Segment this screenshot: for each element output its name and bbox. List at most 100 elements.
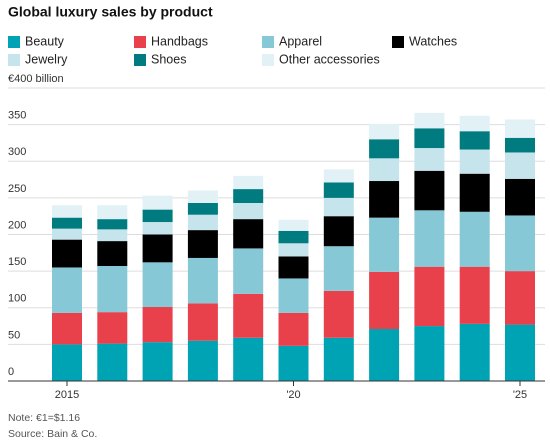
legend-swatch xyxy=(134,36,146,48)
bar-segment xyxy=(459,323,490,381)
bar-segment xyxy=(505,178,535,216)
bar-segment xyxy=(459,149,490,174)
bar-segment xyxy=(97,219,128,230)
bar-segment xyxy=(52,239,82,268)
bar-segment xyxy=(187,190,218,204)
bar-segment xyxy=(505,137,535,153)
bar-segment xyxy=(97,312,128,344)
bar-segment xyxy=(187,340,218,381)
bar-segment xyxy=(187,203,218,215)
bar-segment xyxy=(459,115,490,132)
bar-segment xyxy=(52,205,82,218)
y-tick-label: 300 xyxy=(8,146,26,158)
bar-segment xyxy=(187,257,218,304)
bar-segment xyxy=(97,343,128,381)
bar-segment xyxy=(97,265,128,313)
bar-segment xyxy=(414,326,445,381)
bar-segment xyxy=(52,267,82,313)
bar-segment xyxy=(233,248,264,294)
bar-segment xyxy=(187,230,218,258)
bar-segment xyxy=(323,246,354,291)
bar-segment xyxy=(233,293,264,338)
y-tick-label: 50 xyxy=(8,329,20,341)
bar-segment xyxy=(505,324,535,381)
bar-segment xyxy=(414,148,445,171)
bar-segment xyxy=(459,266,490,324)
legend-swatch xyxy=(8,54,20,66)
bar-segment xyxy=(278,230,309,244)
chart-title: Global luxury sales by product xyxy=(8,4,213,20)
bar-segment xyxy=(278,243,309,257)
bar-segment xyxy=(142,209,173,223)
bar-segment xyxy=(459,173,490,212)
bar-segment xyxy=(97,229,128,242)
legend-label: Jewelry xyxy=(25,52,68,66)
bar-segment xyxy=(187,214,218,231)
y-tick-label: 250 xyxy=(8,183,26,195)
y-tick-label: 0 xyxy=(8,366,14,378)
bar-segment xyxy=(97,205,128,220)
bar-segment xyxy=(414,112,445,129)
bar-segment xyxy=(52,312,82,345)
bar-segment xyxy=(52,217,82,229)
legend-swatch xyxy=(262,36,274,48)
bar-segment xyxy=(505,119,535,138)
bar-segment xyxy=(278,219,309,231)
bar-segment xyxy=(233,203,264,220)
bar-segment xyxy=(233,337,264,381)
bar-segment xyxy=(323,216,354,247)
bar-segment xyxy=(233,219,264,249)
bar-segment xyxy=(52,344,82,381)
bar-segment xyxy=(278,278,309,313)
legend-label: Handbags xyxy=(151,34,208,48)
bar-segment xyxy=(414,266,445,327)
bar-segment xyxy=(323,169,354,183)
legend-label: Watches xyxy=(409,34,457,48)
bar-segment xyxy=(278,256,309,279)
bar-segment xyxy=(52,228,82,240)
bar-segment xyxy=(323,182,354,198)
bar-segment xyxy=(187,303,218,341)
legend-swatch xyxy=(262,54,274,66)
legend-label: Shoes xyxy=(151,52,186,66)
bar-segment xyxy=(369,328,400,381)
bar-segment xyxy=(369,158,400,182)
bar-segment xyxy=(369,181,400,218)
bar-segment xyxy=(369,139,400,159)
bar-segment xyxy=(369,271,400,329)
bar-segment xyxy=(414,170,445,211)
legend-label: Beauty xyxy=(25,34,65,48)
legend-label: Other accessories xyxy=(279,52,380,66)
bar-segment xyxy=(369,123,400,140)
source: Source: Bain & Co. xyxy=(8,428,97,440)
note: Note: €1=$1.16 xyxy=(8,412,80,424)
y-tick-label: 350 xyxy=(8,110,26,122)
bar-segment xyxy=(505,215,535,272)
bar-segment xyxy=(142,234,173,263)
y-tick-label: €400 billion xyxy=(8,73,64,85)
bar-segment xyxy=(233,189,264,204)
legend-swatch xyxy=(392,36,404,48)
bar-segment xyxy=(142,307,173,343)
bar-segment xyxy=(142,195,173,210)
bar-segment xyxy=(414,128,445,149)
y-tick-label: 200 xyxy=(8,219,26,231)
bar-segment xyxy=(323,197,354,217)
bar-segment xyxy=(505,271,535,325)
bar-segment xyxy=(323,290,354,338)
bar-segment xyxy=(278,345,309,381)
bar-segment xyxy=(142,222,173,235)
bar-segment xyxy=(142,262,173,308)
legend-label: Apparel xyxy=(279,34,322,48)
bar-segment xyxy=(142,342,173,381)
y-tick-label: 100 xyxy=(8,293,26,305)
x-tick-label: 2015 xyxy=(55,389,79,401)
bar-segment xyxy=(97,241,128,266)
bar-segment xyxy=(505,152,535,179)
x-tick-label: '25 xyxy=(513,389,527,401)
bar-segment xyxy=(459,211,490,267)
legend-swatch xyxy=(134,54,146,66)
bar-segment xyxy=(414,210,445,267)
bar-segment xyxy=(278,312,309,346)
y-tick-label: 150 xyxy=(8,256,26,268)
